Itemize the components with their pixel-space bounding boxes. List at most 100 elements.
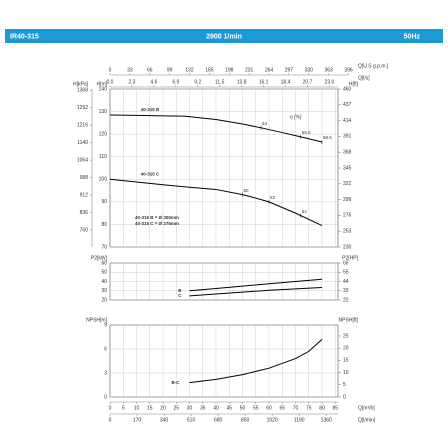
x-tick-label: 0.0 (107, 79, 114, 85)
x-tick-label: 66 (147, 67, 153, 73)
y2-tick-label: 322 (343, 181, 352, 187)
y2-tick-label: 20 (343, 346, 349, 352)
y2-tick-label: 414 (343, 118, 352, 124)
x-tick-label: 1020 (267, 417, 278, 423)
outer-tick-label: 1216 (77, 122, 88, 128)
speed: 2900 1/min (206, 33, 242, 40)
y-axis-label: H[m] (96, 81, 107, 87)
y-tick-label: 100 (99, 177, 108, 183)
x-tick-label: 9.2 (194, 79, 201, 85)
x-tick-label: 13.8 (237, 79, 247, 85)
y2-tick-label: 25 (343, 333, 349, 339)
y-tick-label: 20 (101, 297, 107, 303)
note: 40-315 B = Ø 300mm (135, 215, 179, 220)
y-tick-label: 50 (101, 270, 107, 276)
curve (189, 278, 323, 292)
x-axis-label: Q[m³/h] (358, 405, 375, 411)
curve (109, 114, 323, 143)
y-axis-label: P2[kW] (91, 255, 108, 261)
x-tick-label: 363 (324, 67, 333, 73)
y-tick-label: 9 (104, 322, 107, 328)
x-tick-label: 165 (205, 67, 214, 73)
y-tick-label: 120 (99, 131, 108, 137)
x-tick-label: 70 (293, 405, 299, 411)
note: 40-315 C = Ø 275mm (135, 221, 179, 226)
x-tick-label: 4.6 (150, 79, 157, 85)
efficiency-label: 52 (270, 195, 276, 200)
x-tick-label: 20.7 (303, 79, 313, 85)
efficiency-label: 59.5 (302, 130, 311, 135)
x-tick-label: 33 (127, 67, 133, 73)
x-tick-label: 6.9 (172, 79, 179, 85)
y-tick-label: 6 (104, 346, 107, 352)
x-tick-label: 30 (187, 405, 193, 411)
x-tick-label: 10 (134, 405, 140, 411)
x-tick-label: 396 (344, 67, 353, 73)
x-tick-label: 0 (109, 405, 112, 411)
curve (109, 178, 323, 227)
y-tick-label: 60 (101, 260, 107, 266)
series-label: 40-315 C (141, 171, 160, 176)
y-tick-label: 70 (101, 244, 107, 250)
efficiency-label: 54 (302, 209, 308, 214)
x-tick-label: 50 (240, 405, 246, 411)
x-tick-label: 340 (160, 417, 169, 423)
y2-axis-label: P2[HP] (342, 255, 358, 261)
x-tick-label: 2.3 (128, 79, 135, 85)
x-tick-label: 1190 (294, 417, 305, 423)
y-tick-label: 130 (99, 109, 108, 115)
x-tick-label: 132 (185, 67, 194, 73)
x-tick-label: 170 (133, 417, 142, 423)
series-label: B (178, 288, 182, 293)
y-tick-label: 90 (101, 199, 107, 205)
frequency: 50Hz (404, 33, 421, 40)
x-tick-label: 45 (226, 405, 232, 411)
x-tick-label: 85 (332, 405, 338, 411)
y2-tick-label: 299 (343, 197, 352, 203)
x-tick-label: 35 (200, 405, 206, 411)
x-tick-label: 0 (109, 67, 112, 73)
y2-tick-label: 368 (343, 150, 352, 156)
y2-tick-label: 55 (343, 270, 349, 276)
outer-tick-label: 1368 (77, 87, 88, 93)
y2-tick-label: 253 (343, 229, 352, 235)
outer-tick-label: 1064 (77, 157, 88, 163)
y-tick-label: 40 (101, 279, 107, 285)
x-tick-label: 850 (241, 417, 250, 423)
outer-tick-label: 836 (80, 210, 89, 216)
y-axis-label: NPSH[m] (86, 317, 107, 323)
x-tick-label: 297 (285, 67, 294, 73)
plot-frame (109, 324, 339, 398)
x-tick-label: 1360 (321, 417, 332, 423)
x-tick-label: 55 (253, 405, 259, 411)
y2-tick-label: 44 (343, 279, 349, 285)
outer-tick-label: 988 (80, 175, 89, 181)
y2-tick-label: 22 (343, 297, 349, 303)
x-tick-label: 680 (214, 417, 223, 423)
x-tick-label: 75 (306, 405, 312, 411)
x-tick-label: 80 (319, 405, 325, 411)
curve (189, 339, 323, 384)
outer-axis-label: H[kPa] (73, 81, 89, 87)
outer-tick-label: 912 (80, 192, 89, 198)
y2-tick-label: 33 (343, 288, 349, 294)
x-tick-label: 18.4 (281, 79, 291, 85)
y2-tick-label: 276 (343, 213, 352, 219)
x-tick-label: 198 (225, 67, 234, 73)
series-label: C (178, 293, 182, 298)
x-tick-label: 264 (265, 67, 274, 73)
x-tick-label: 5 (122, 405, 125, 411)
x-tick-label: 65 (279, 405, 285, 411)
model: IR40-315 (10, 33, 39, 40)
y2-tick-label: 437 (343, 102, 352, 108)
x-tick-label: 25 (173, 405, 179, 411)
x-tick-label: 40 (213, 405, 219, 411)
y2-tick-label: 230 (343, 244, 352, 250)
series-label: B-C (172, 380, 181, 385)
y2-tick-label: 391 (343, 134, 352, 140)
outer-tick-label: 760 (80, 227, 89, 233)
x-tick-label: 0 (109, 417, 112, 423)
outer-tick-label: 1292 (77, 105, 88, 111)
x-tick-label: 23.0 (325, 79, 335, 85)
y-tick-label: 80 (101, 222, 107, 228)
